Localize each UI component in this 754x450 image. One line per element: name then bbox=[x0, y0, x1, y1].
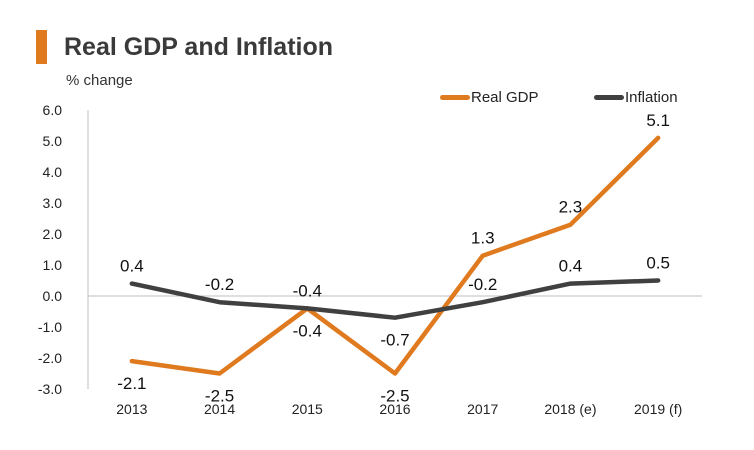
title-accent-bar bbox=[36, 30, 47, 64]
data-label-real-gdp: -2.5 bbox=[205, 387, 234, 406]
x-tick-label: 2014 bbox=[204, 401, 235, 417]
y-tick-label: -2.0 bbox=[38, 350, 62, 366]
data-label-real-gdp: 5.1 bbox=[646, 111, 670, 130]
data-label-inflation: 0.4 bbox=[120, 257, 144, 276]
data-label-inflation: 0.5 bbox=[646, 254, 670, 273]
legend-item-inflation: Inflation bbox=[594, 89, 678, 106]
legend-swatch-inflation bbox=[594, 95, 624, 100]
y-tick-label: 4.0 bbox=[43, 164, 63, 180]
legend-item-real-gdp: Real GDP bbox=[440, 89, 539, 106]
y-tick-label: 0.0 bbox=[43, 288, 63, 304]
y-tick-label: -3.0 bbox=[38, 381, 62, 397]
data-label-inflation: -0.2 bbox=[205, 275, 234, 294]
data-label-real-gdp: 1.3 bbox=[471, 229, 495, 248]
x-tick-label: 2017 bbox=[467, 401, 498, 417]
y-tick-label: 1.0 bbox=[43, 257, 63, 273]
x-tick-label: 2013 bbox=[116, 401, 147, 417]
data-label-real-gdp: -0.4 bbox=[293, 321, 322, 340]
data-label-real-gdp: -2.5 bbox=[380, 387, 409, 406]
y-tick-label: 6.0 bbox=[43, 102, 63, 118]
data-label-inflation: 0.4 bbox=[559, 257, 583, 276]
x-tick-label: 2019 (f) bbox=[634, 401, 682, 417]
x-tick-label: 2016 bbox=[379, 401, 410, 417]
y-tick-label: -1.0 bbox=[38, 319, 62, 335]
y-tick-label: 2.0 bbox=[43, 226, 63, 242]
y-tick-label: 3.0 bbox=[43, 195, 63, 211]
data-label-inflation: -0.2 bbox=[468, 275, 497, 294]
chart-title: Real GDP and Inflation bbox=[64, 33, 334, 61]
y-tick-label: 5.0 bbox=[43, 133, 63, 149]
legend-label-inflation: Inflation bbox=[625, 89, 678, 106]
y-axis-unit-label: % change bbox=[66, 72, 133, 89]
x-tick-label: 2018 (e) bbox=[544, 401, 596, 417]
legend-swatch-real-gdp bbox=[440, 95, 470, 100]
data-label-real-gdp: -2.1 bbox=[117, 374, 146, 393]
data-label-inflation: -0.7 bbox=[380, 331, 409, 350]
x-tick-label: 2015 bbox=[292, 401, 323, 417]
data-label-inflation: -0.4 bbox=[293, 281, 322, 300]
data-label-real-gdp: 2.3 bbox=[559, 198, 583, 217]
legend-label-real-gdp: Real GDP bbox=[471, 89, 539, 106]
